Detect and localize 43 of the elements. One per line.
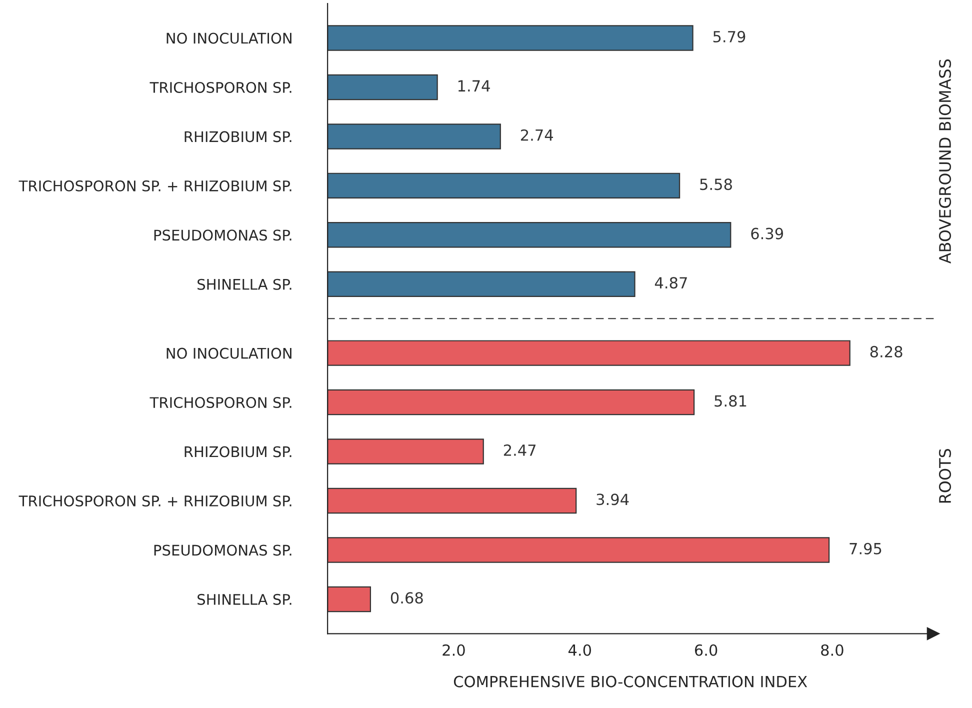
y-axis-title: ROOTS <box>938 448 952 503</box>
bar <box>328 25 694 51</box>
bar <box>328 124 501 150</box>
y-tick-label: NO INOCULATION <box>166 32 292 44</box>
x-tick-label: 8.0 <box>821 644 844 656</box>
bar <box>328 537 830 563</box>
data-label: 5.58 <box>700 178 732 190</box>
data-label: 0.68 <box>390 592 423 604</box>
data-label: 4.87 <box>654 277 687 289</box>
data-label: 8.28 <box>870 346 902 358</box>
y-axis-title: ABOVEGROUND BIOMASS <box>938 59 952 264</box>
x-tick-label: 2.0 <box>442 644 465 656</box>
data-label: 3.94 <box>596 494 629 506</box>
x-axis-title: COMPREHENSIVE BIO-CONCENTRATION INDEX <box>454 676 808 688</box>
y-tick-label: PSEUDOMONAS SP. <box>154 230 292 241</box>
bar <box>328 438 484 464</box>
y-tick-label: TRICHOSPORON SP. <box>150 82 292 93</box>
bar <box>328 222 732 248</box>
data-label: 7.95 <box>850 542 882 554</box>
y-tick-label: RHIZOBIUM SP. <box>184 446 292 458</box>
y-tick-label: TRICHOSPORON SP. + RHIZOBIUM SP. <box>18 495 292 506</box>
data-label: 5.81 <box>714 395 746 407</box>
bar <box>328 172 680 199</box>
bar <box>328 74 438 100</box>
y-tick-label: SHINELLA SP. <box>198 594 292 605</box>
bar <box>328 586 372 612</box>
y-tick-label: RHIZOBIUM SP. <box>184 131 292 142</box>
y-tick-label: SHINELLA SP. <box>198 278 292 290</box>
y-tick-label: NO INOCULATION <box>166 348 292 359</box>
data-label: 5.79 <box>713 30 746 42</box>
y-tick-label: TRICHOSPORON SP. + RHIZOBIUM SP. <box>18 180 292 192</box>
bar <box>328 340 850 366</box>
bar <box>328 389 695 416</box>
data-label: 6.39 <box>751 228 784 240</box>
x-tick-label: 4.0 <box>568 644 592 656</box>
x-tick-label: 6.0 <box>694 644 718 656</box>
data-label: 2.74 <box>520 129 554 141</box>
data-label: 1.74 <box>458 80 490 92</box>
bar <box>328 271 636 297</box>
bar <box>328 488 577 514</box>
y-tick-label: TRICHOSPORON SP. <box>150 397 292 408</box>
data-label: 2.47 <box>504 444 536 456</box>
y-tick-label: PSEUDOMONAS SP. <box>154 544 292 556</box>
